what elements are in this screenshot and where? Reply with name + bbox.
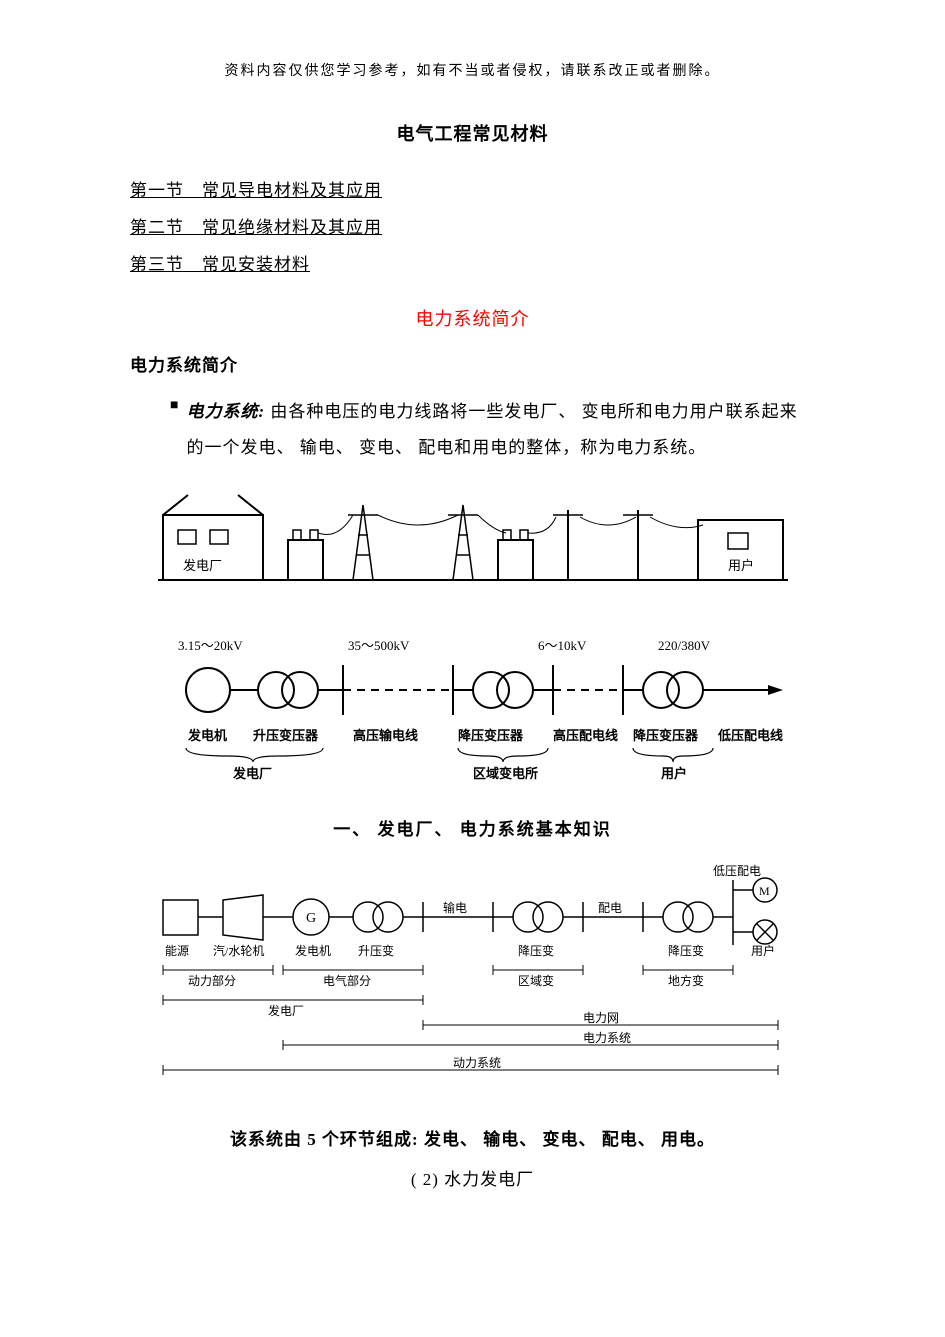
- d2-g1: 区域变电所: [473, 766, 538, 781]
- d2-g2: 用户: [660, 766, 687, 781]
- d3-br2-1: 电力网: [583, 1011, 619, 1025]
- bullet-icon: ■: [170, 398, 178, 414]
- d3-br1-2: 区域变: [518, 973, 554, 988]
- d2-n3: 降压变压器: [458, 728, 524, 743]
- d2-v1: 35～500kV: [348, 638, 410, 653]
- d3-mid1: 配电: [598, 901, 622, 915]
- document-page: 资料内容仅供您学习参考，如有不当或者侵权，请联系改正或者删除。 电气工程常见材料…: [0, 0, 945, 1242]
- toc-link-1[interactable]: 第一节 常见导电材料及其应用: [130, 176, 815, 201]
- diagram-system-block: 低压配电 G 输电 配电: [130, 860, 815, 1105]
- d1-right-label: 用户: [728, 558, 754, 573]
- d2-v3: 220/380V: [658, 638, 711, 653]
- d2-n5: 降压变压器: [633, 728, 699, 743]
- diagram-power-plant-user: 发电厂: [130, 485, 815, 610]
- d3-b2: 发电机: [295, 943, 331, 958]
- definition-row: ■ 电力系统: 由各种电压的电力线路将一些发电厂、 变电所和电力用户联系起来的一…: [170, 394, 815, 465]
- d2-n1: 升压变压器: [253, 728, 319, 743]
- toc-link-2[interactable]: 第二节 常见绝缘材料及其应用: [130, 213, 815, 238]
- definition-text: 电力系统: 由各种电压的电力线路将一些发电厂、 变电所和电力用户联系起来的一个发…: [186, 394, 815, 465]
- d1-left-label: 发电厂: [183, 558, 222, 573]
- d3-br2-0: 发电厂: [268, 1003, 304, 1018]
- d3-br1-3: 地方变: [668, 973, 704, 988]
- subtitle-red: 电力系统简介: [130, 305, 815, 331]
- page-title: 电气工程常见材料: [130, 120, 815, 146]
- d3-br2-3: 动力系统: [453, 1056, 501, 1070]
- d3-br1-0: 动力部分: [188, 973, 236, 988]
- d3-b1: 汽/水轮机: [213, 943, 264, 958]
- d3-br2-2: 电力系统: [583, 1031, 631, 1045]
- diagram-single-line: 3.15～20kV 35～500kV 6～10kV 220/380V: [130, 630, 815, 795]
- caption-1: 一、 发电厂、 电力系统基本知识: [130, 815, 815, 840]
- d3-g: G: [306, 911, 316, 926]
- d3-br1-1: 电气部分: [323, 973, 371, 988]
- d2-n4: 高压配电线: [553, 728, 618, 743]
- definition-body: 由各种电压的电力线路将一些发电厂、 变电所和电力用户联系起来的一个发电、 输电、…: [186, 402, 797, 457]
- d2-n2: 高压输电线: [353, 728, 418, 743]
- d3-b6: 用户: [751, 943, 775, 958]
- d2-v2: 6～10kV: [538, 638, 587, 653]
- d2-g0: 发电厂: [232, 766, 272, 781]
- toc-link-3[interactable]: 第三节 常见安装材料: [130, 250, 815, 275]
- d3-b4: 降压变: [518, 943, 554, 958]
- definition-term: 电力系统:: [186, 402, 265, 421]
- d3-m: M: [759, 884, 770, 898]
- d3-topright: 低压配电: [713, 864, 761, 878]
- d3-mid0: 输电: [443, 900, 467, 915]
- d3-b3: 升压变: [358, 943, 394, 958]
- d2-v0: 3.15～20kV: [178, 638, 243, 653]
- d3-b0: 能源: [165, 944, 189, 958]
- d2-n0: 发电机: [187, 728, 227, 743]
- section-heading: 电力系统简介: [130, 351, 815, 376]
- footer-text-1: 该系统由 5 个环节组成: 发电、 输电、 变电、 配电、 用电。: [130, 1125, 815, 1150]
- d2-n6: 低压配电线: [717, 728, 783, 743]
- header-disclaimer: 资料内容仅供您学习参考，如有不当或者侵权，请联系改正或者删除。: [130, 60, 815, 80]
- d3-b5: 降压变: [668, 943, 704, 958]
- footer-text-2: ( 2) 水力发电厂: [130, 1165, 815, 1190]
